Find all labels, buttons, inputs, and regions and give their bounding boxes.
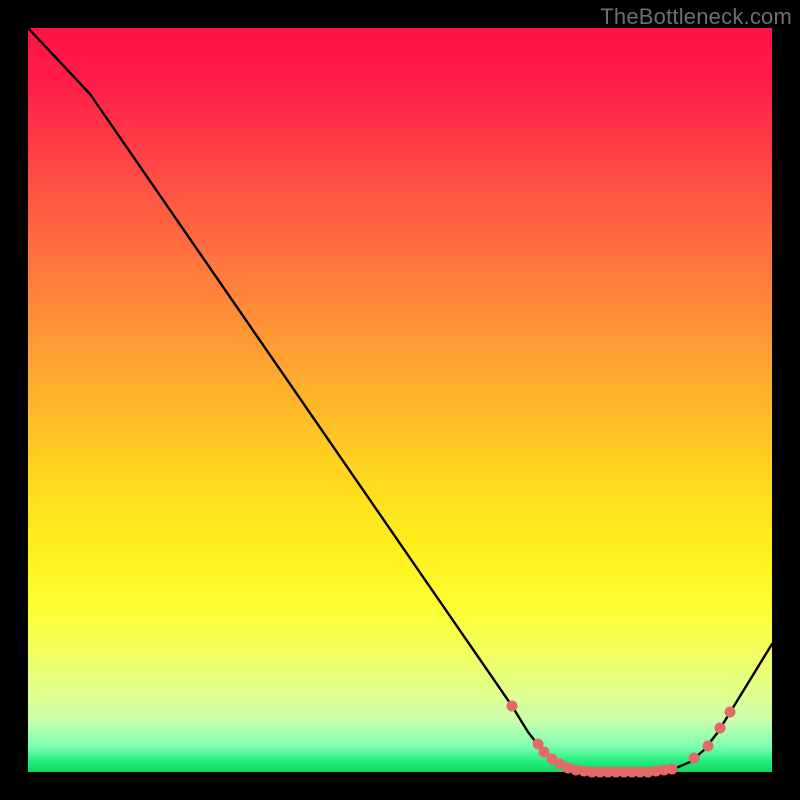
plot-background [28, 28, 772, 772]
data-marker [507, 701, 518, 712]
chart-stage: TheBottleneck.com [0, 0, 800, 800]
data-marker [667, 764, 678, 775]
data-marker [703, 741, 714, 752]
data-marker [725, 707, 736, 718]
chart-svg [0, 0, 800, 800]
data-marker [689, 753, 700, 764]
data-marker [715, 723, 726, 734]
